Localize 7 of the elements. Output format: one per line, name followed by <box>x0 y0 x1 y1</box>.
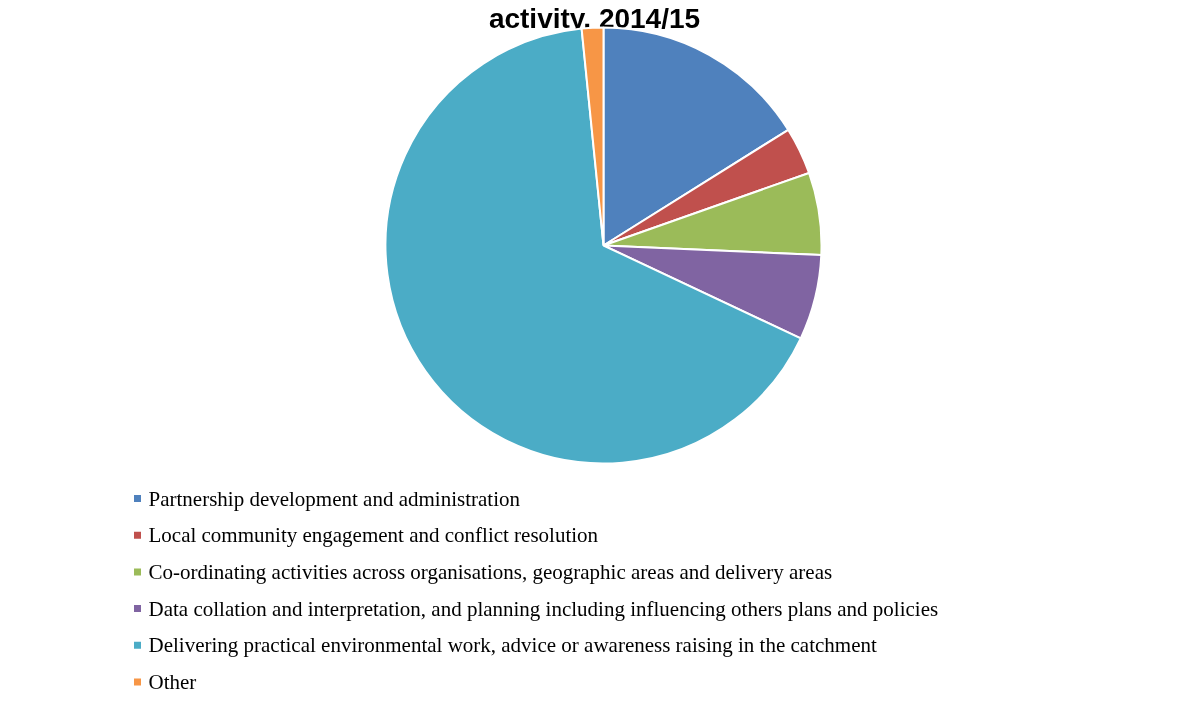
chart-title: activity, 2014/15 <box>488 2 701 34</box>
legend-label: Partnership development and administration <box>148 486 521 511</box>
legend-label: Other <box>148 670 197 694</box>
legend-label: Co-ordinating activities across organisations, geographic areas and delivery areas <box>148 559 833 584</box>
legend-label: Data collation and interpretation, and planning including influencing others plans and policies <box>148 596 939 621</box>
legend-label: Local community engagement and conflict resolution <box>148 523 599 548</box>
legend-label: Delivering practical environmental work, advice or awareness raising in the catchment <box>148 633 877 658</box>
